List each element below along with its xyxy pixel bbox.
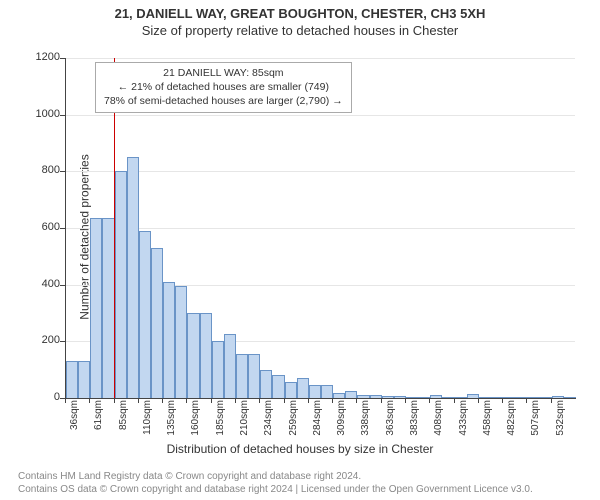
xtick-mark [162, 398, 163, 403]
xtick-mark [502, 398, 503, 403]
histogram-bar [102, 218, 114, 398]
xtick-mark [138, 398, 139, 403]
xtick-mark [526, 398, 527, 403]
histogram-bar [115, 171, 127, 398]
histogram-bar [224, 334, 236, 398]
xtick-mark [551, 398, 552, 403]
xtick-mark [65, 398, 66, 403]
histogram-bar [260, 370, 272, 398]
histogram-bar [139, 231, 151, 398]
xtick-mark [478, 398, 479, 403]
histogram-bar [297, 378, 309, 398]
xtick-mark [259, 398, 260, 403]
histogram-bar [151, 248, 163, 398]
histogram-bar [163, 282, 175, 398]
xtick-mark [454, 398, 455, 403]
histogram-bar [479, 397, 491, 398]
chart-container: 21, DANIELL WAY, GREAT BOUGHTON, CHESTER… [0, 0, 600, 500]
xtick-mark [405, 398, 406, 403]
xtick-mark [356, 398, 357, 403]
histogram-bar [309, 385, 321, 398]
ytick-label: 400 [25, 278, 60, 290]
histogram-bar [285, 382, 297, 398]
chart-title-line1: 21, DANIELL WAY, GREAT BOUGHTON, CHESTER… [0, 6, 600, 21]
histogram-bar [430, 395, 442, 398]
annotation-box: 21 DANIELL WAY: 85sqm← 21% of detached h… [95, 62, 352, 113]
histogram-bar [236, 354, 248, 398]
xtick-mark [89, 398, 90, 403]
histogram-bar [552, 396, 564, 398]
xtick-mark [235, 398, 236, 403]
xtick-mark [284, 398, 285, 403]
x-axis-label: Distribution of detached houses by size … [0, 442, 600, 456]
xtick-mark [332, 398, 333, 403]
annotation-line: 21 DANIELL WAY: 85sqm [104, 66, 343, 80]
histogram-bar [66, 361, 78, 398]
histogram-bar [187, 313, 199, 398]
chart-title-block: 21, DANIELL WAY, GREAT BOUGHTON, CHESTER… [0, 0, 600, 38]
histogram-bar [212, 341, 224, 398]
footer-credits: Contains HM Land Registry data © Crown c… [18, 471, 533, 496]
histogram-bar [564, 397, 576, 398]
ytick-label: 1000 [25, 108, 60, 120]
annotation-line: 78% of semi-detached houses are larger (… [104, 94, 343, 108]
histogram-bar [78, 361, 90, 398]
xtick-mark [381, 398, 382, 403]
histogram-bar [90, 218, 102, 398]
ytick-label: 600 [25, 221, 60, 233]
ytick-label: 200 [25, 334, 60, 346]
histogram-bar [248, 354, 260, 398]
annotation-line: ← 21% of detached houses are smaller (74… [104, 80, 343, 94]
histogram-bar [357, 395, 369, 398]
xtick-mark [114, 398, 115, 403]
chart-title-line2: Size of property relative to detached ho… [0, 23, 600, 38]
ytick-label: 0 [25, 391, 60, 403]
xtick-mark [308, 398, 309, 403]
histogram-bar [406, 397, 418, 398]
xtick-mark [211, 398, 212, 403]
histogram-bar [175, 286, 187, 398]
xtick-mark [186, 398, 187, 403]
ytick-label: 800 [25, 164, 60, 176]
histogram-bar [200, 313, 212, 398]
histogram-bar [527, 397, 539, 398]
histogram-bar [455, 397, 467, 398]
histogram-bar [321, 385, 333, 398]
ytick-label: 1200 [25, 51, 60, 63]
footer-line1: Contains HM Land Registry data © Crown c… [18, 471, 533, 484]
histogram-bar [127, 157, 139, 398]
histogram-bar [503, 397, 515, 398]
footer-line2: Contains OS data © Crown copyright and d… [18, 484, 533, 497]
histogram-bar [333, 393, 345, 398]
histogram-bar [272, 375, 284, 398]
histogram-bar [382, 396, 394, 398]
xtick-mark [429, 398, 430, 403]
